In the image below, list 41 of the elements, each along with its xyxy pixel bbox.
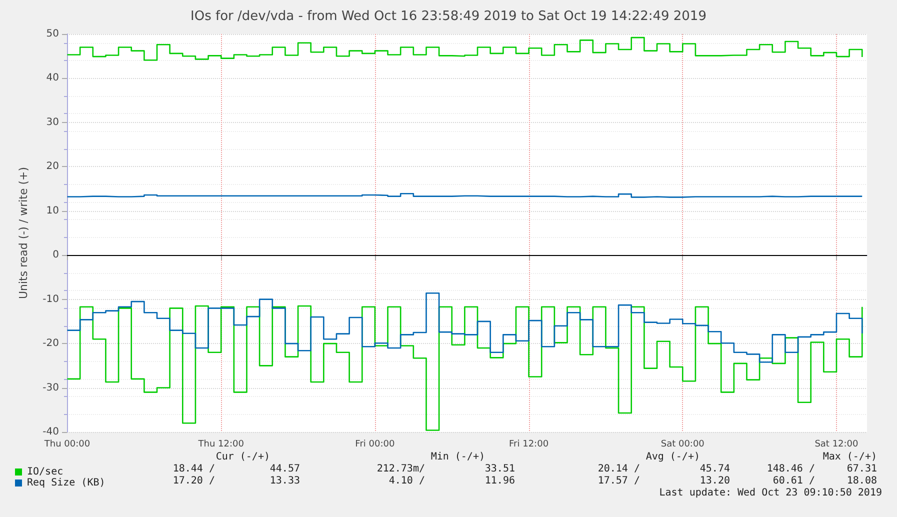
y-tick-label: 50 [46, 28, 59, 40]
legend-label: Req Size (KB) [27, 478, 106, 488]
y-tick-label: 0 [52, 250, 59, 261]
y-tick-label: -10 [42, 294, 59, 305]
text: 45.74 [700, 464, 730, 474]
text: Min (-/+) [430, 452, 485, 462]
chart-title: IOs for /dev/vda - from Wed Oct 16 23:58:49 2019 to Sat Oct 19 14:22:49 2019 [190, 9, 706, 24]
y-tick-label: 30 [46, 116, 59, 128]
legend-label: IO/sec [27, 466, 64, 478]
text: 4.10 / [388, 476, 425, 486]
y-tick-label: -30 [42, 382, 59, 394]
y-tick-label: 10 [46, 205, 59, 216]
text: 148.46 / [766, 464, 815, 474]
text: 18.08 [846, 476, 877, 486]
text: Cur (-/+) [216, 452, 270, 462]
text: 67.31 [846, 464, 877, 474]
x-tick-label: Sat 00:00 [660, 440, 705, 450]
text: Last update: Wed Oct 23 09:10:50 2019 [659, 488, 882, 498]
y-tick-label: -40 [42, 426, 59, 438]
text: 44.57 [270, 464, 300, 474]
text: 33.51 [484, 464, 515, 474]
x-tick-label: Thu 00:00 [43, 440, 90, 450]
y-axis-title: Units read (-) / write (+) [17, 166, 30, 300]
text: 20.14 / [598, 464, 640, 474]
text: Avg (-/+) [646, 452, 700, 462]
y-tick-label: 40 [46, 72, 59, 84]
x-tick-label: Sat 12:00 [814, 440, 859, 450]
x-tick-label: Fri 12:00 [509, 440, 549, 450]
text: 17.57 / [598, 476, 640, 486]
text: 13.33 [270, 476, 300, 486]
text: 13.20 [700, 476, 730, 486]
text: 212.73m/ [376, 464, 425, 474]
x-tick-label: Fri 00:00 [355, 440, 395, 450]
text: 17.20 / [172, 476, 215, 486]
y-tick-label: -20 [42, 338, 59, 350]
x-tick-label: Thu 12:00 [197, 440, 244, 450]
text: 11.96 [484, 476, 515, 486]
text: 18.44 / [172, 464, 215, 474]
text: Max (-/+) [822, 452, 877, 462]
y-tick-label: 20 [46, 161, 59, 172]
text: 60.61 / [772, 476, 815, 486]
